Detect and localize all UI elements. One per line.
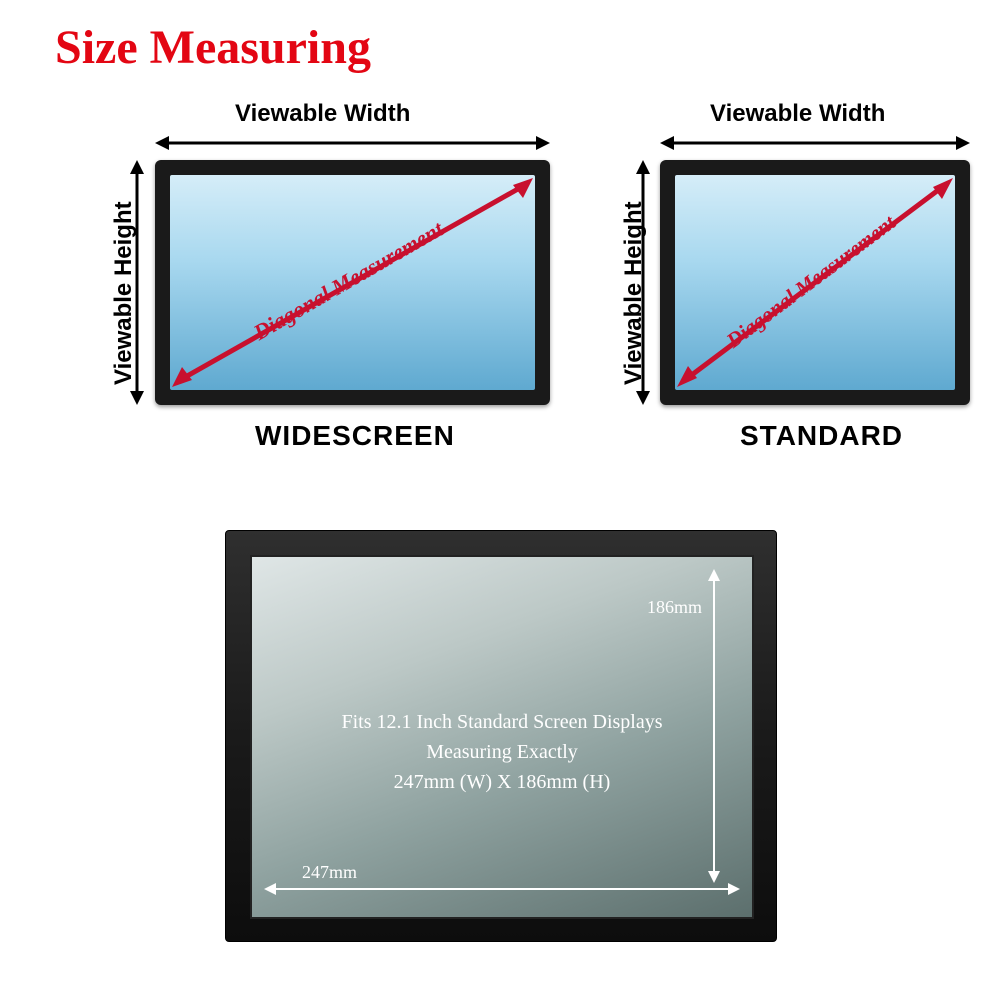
dim-line2: Measuring Exactly bbox=[426, 741, 578, 763]
standard-screen: Diagonal Measurement bbox=[675, 175, 955, 390]
width-dimension-label: 247mm bbox=[302, 862, 357, 883]
standard-type-label: STANDARD bbox=[740, 420, 903, 452]
dimension-screen: Fits 12.1 Inch Standard Screen Displays … bbox=[250, 555, 754, 919]
width-arrow-right-icon bbox=[728, 883, 740, 895]
dim-line1: Fits 12.1 Inch Standard Screen Displays bbox=[341, 711, 662, 733]
width-arrow-line bbox=[276, 888, 728, 890]
dim-line3: 247mm (W) X 186mm (H) bbox=[394, 771, 611, 793]
page-title: Size Measuring bbox=[55, 20, 371, 75]
height-arrow-line bbox=[713, 581, 715, 871]
widescreen-screen: Diagonal Measurement bbox=[170, 175, 535, 390]
widescreen-height-arrow bbox=[122, 160, 152, 405]
widescreen-frame: Diagonal Measurement bbox=[155, 160, 550, 405]
dimension-monitor: Fits 12.1 Inch Standard Screen Displays … bbox=[225, 530, 775, 940]
top-comparison-row: Viewable Width Viewable Height bbox=[0, 100, 1000, 480]
height-arrow-up-icon bbox=[708, 569, 720, 581]
width-arrow-left-icon bbox=[264, 883, 276, 895]
dimension-description: Fits 12.1 Inch Standard Screen Displays … bbox=[252, 707, 752, 797]
height-arrow-down-icon bbox=[708, 871, 720, 883]
standard-width-label: Viewable Width bbox=[710, 100, 885, 128]
widescreen-width-label: Viewable Width bbox=[235, 100, 410, 128]
standard-height-arrow bbox=[628, 160, 658, 405]
standard-width-arrow bbox=[660, 128, 970, 158]
widescreen-width-arrow bbox=[155, 128, 550, 158]
height-dimension-label: 186mm bbox=[647, 597, 702, 618]
widescreen-type-label: WIDESCREEN bbox=[255, 420, 455, 452]
standard-frame: Diagonal Measurement bbox=[660, 160, 970, 405]
